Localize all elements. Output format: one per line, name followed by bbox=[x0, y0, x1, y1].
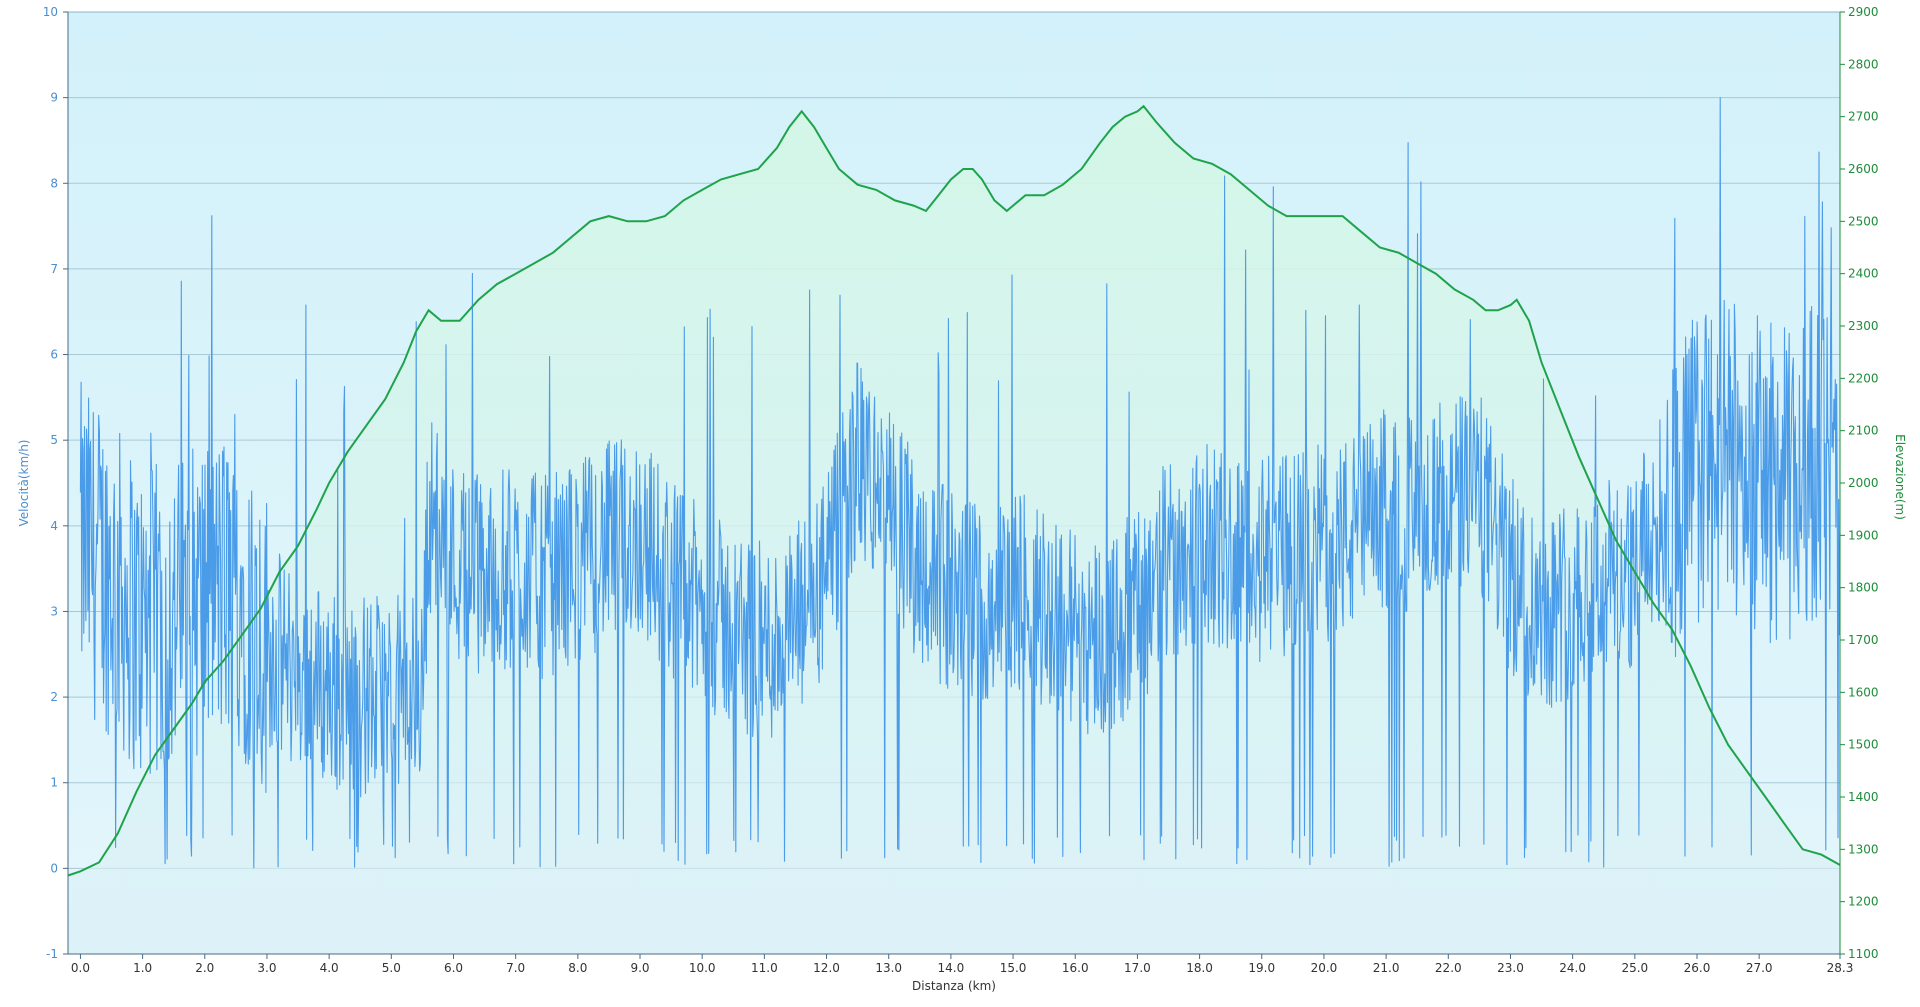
right-tick-label: 2900 bbox=[1848, 5, 1879, 19]
x-tick-label: 11.0 bbox=[751, 961, 778, 975]
x-tick-label: 15.0 bbox=[1000, 961, 1027, 975]
left-tick-label: 0 bbox=[50, 861, 58, 875]
x-tick-label: 10.0 bbox=[689, 961, 716, 975]
speed-series-line bbox=[79, 97, 1841, 869]
right-tick-label: 2000 bbox=[1848, 476, 1879, 490]
left-tick-label: 5 bbox=[50, 433, 58, 447]
right-tick-label: 1900 bbox=[1848, 528, 1879, 542]
right-tick-label: 1400 bbox=[1848, 790, 1879, 804]
x-tick-label: 19.0 bbox=[1248, 961, 1275, 975]
x-tick-label: 18.0 bbox=[1186, 961, 1213, 975]
x-tick-label: 24.0 bbox=[1559, 961, 1586, 975]
x-tick-label: 22.0 bbox=[1435, 961, 1462, 975]
right-axis-ticks: 1100 1200 1300 1400 1500 1600 1700 1800 1900 2000… bbox=[1840, 5, 1879, 961]
speed-series bbox=[79, 97, 1841, 869]
x-tick-label: 25.0 bbox=[1621, 961, 1648, 975]
x-tick-label: 12.0 bbox=[813, 961, 840, 975]
x-tick-label: 0.0 bbox=[71, 961, 90, 975]
right-tick-label: 2300 bbox=[1848, 319, 1879, 333]
x-tick-label: 26.0 bbox=[1684, 961, 1711, 975]
x-tick-label: 27.0 bbox=[1746, 961, 1773, 975]
x-tick-label: 4.0 bbox=[320, 961, 339, 975]
x-tick-label: 1.0 bbox=[133, 961, 152, 975]
left-tick-label: 4 bbox=[50, 519, 58, 533]
left-tick-label: 1 bbox=[50, 776, 58, 790]
left-tick-label: -1 bbox=[46, 947, 58, 961]
right-tick-label: 1800 bbox=[1848, 581, 1879, 595]
right-tick-label: 2600 bbox=[1848, 162, 1879, 176]
x-tick-label: 3.0 bbox=[257, 961, 276, 975]
x-tick-label: 13.0 bbox=[875, 961, 902, 975]
x-tick-label: 21.0 bbox=[1373, 961, 1400, 975]
right-tick-label: 2800 bbox=[1848, 57, 1879, 71]
right-tick-label: 1200 bbox=[1848, 895, 1879, 909]
right-tick-label: 1100 bbox=[1848, 947, 1879, 961]
left-tick-label: 10 bbox=[43, 5, 58, 19]
right-tick-label: 1500 bbox=[1848, 738, 1879, 752]
right-tick-label: 1700 bbox=[1848, 633, 1879, 647]
left-tick-label: 6 bbox=[50, 348, 58, 362]
x-tick-label: 5.0 bbox=[382, 961, 401, 975]
right-tick-label: 2100 bbox=[1848, 424, 1879, 438]
x-tick-label: 23.0 bbox=[1497, 961, 1524, 975]
left-axis-title: Velocità(km/h) bbox=[17, 440, 31, 527]
right-tick-label: 2500 bbox=[1848, 214, 1879, 228]
right-tick-label: 2700 bbox=[1848, 110, 1879, 124]
x-tick-label: 6.0 bbox=[444, 961, 463, 975]
x-tick-label: 2.0 bbox=[195, 961, 214, 975]
x-axis-title: Distanza (km) bbox=[912, 979, 996, 993]
x-tick-label: 28.3 bbox=[1827, 961, 1854, 975]
left-tick-label: 7 bbox=[50, 262, 58, 276]
right-tick-label: 2200 bbox=[1848, 371, 1879, 385]
x-tick-label: 7.0 bbox=[506, 961, 525, 975]
right-tick-label: 1600 bbox=[1848, 685, 1879, 699]
left-tick-label: 9 bbox=[50, 91, 58, 105]
elevation-series-line bbox=[67, 104, 1841, 877]
left-tick-label: 2 bbox=[50, 690, 58, 704]
x-tick-label: 16.0 bbox=[1062, 961, 1089, 975]
right-tick-label: 1300 bbox=[1848, 842, 1879, 856]
x-tick-label: 8.0 bbox=[568, 961, 587, 975]
x-tick-label: 17.0 bbox=[1124, 961, 1151, 975]
left-tick-label: 8 bbox=[50, 176, 58, 190]
x-tick-label: 14.0 bbox=[938, 961, 965, 975]
right-axis-title: Elevazione(m) bbox=[1893, 434, 1907, 520]
x-axis-ticks: 0.0 1.0 2.0 3.0 4.0 5.0 6.0 7.0 8.0 9.0 10.0 11.0 12… bbox=[71, 954, 1853, 975]
right-tick-label: 2400 bbox=[1848, 267, 1879, 281]
x-tick-label: 20.0 bbox=[1311, 961, 1338, 975]
x-tick-label: 9.0 bbox=[630, 961, 649, 975]
left-tick-label: 3 bbox=[50, 604, 58, 618]
left-axis-ticks: -1 0 1 2 3 4 5 6 7 8 9 10 bbox=[43, 5, 68, 961]
